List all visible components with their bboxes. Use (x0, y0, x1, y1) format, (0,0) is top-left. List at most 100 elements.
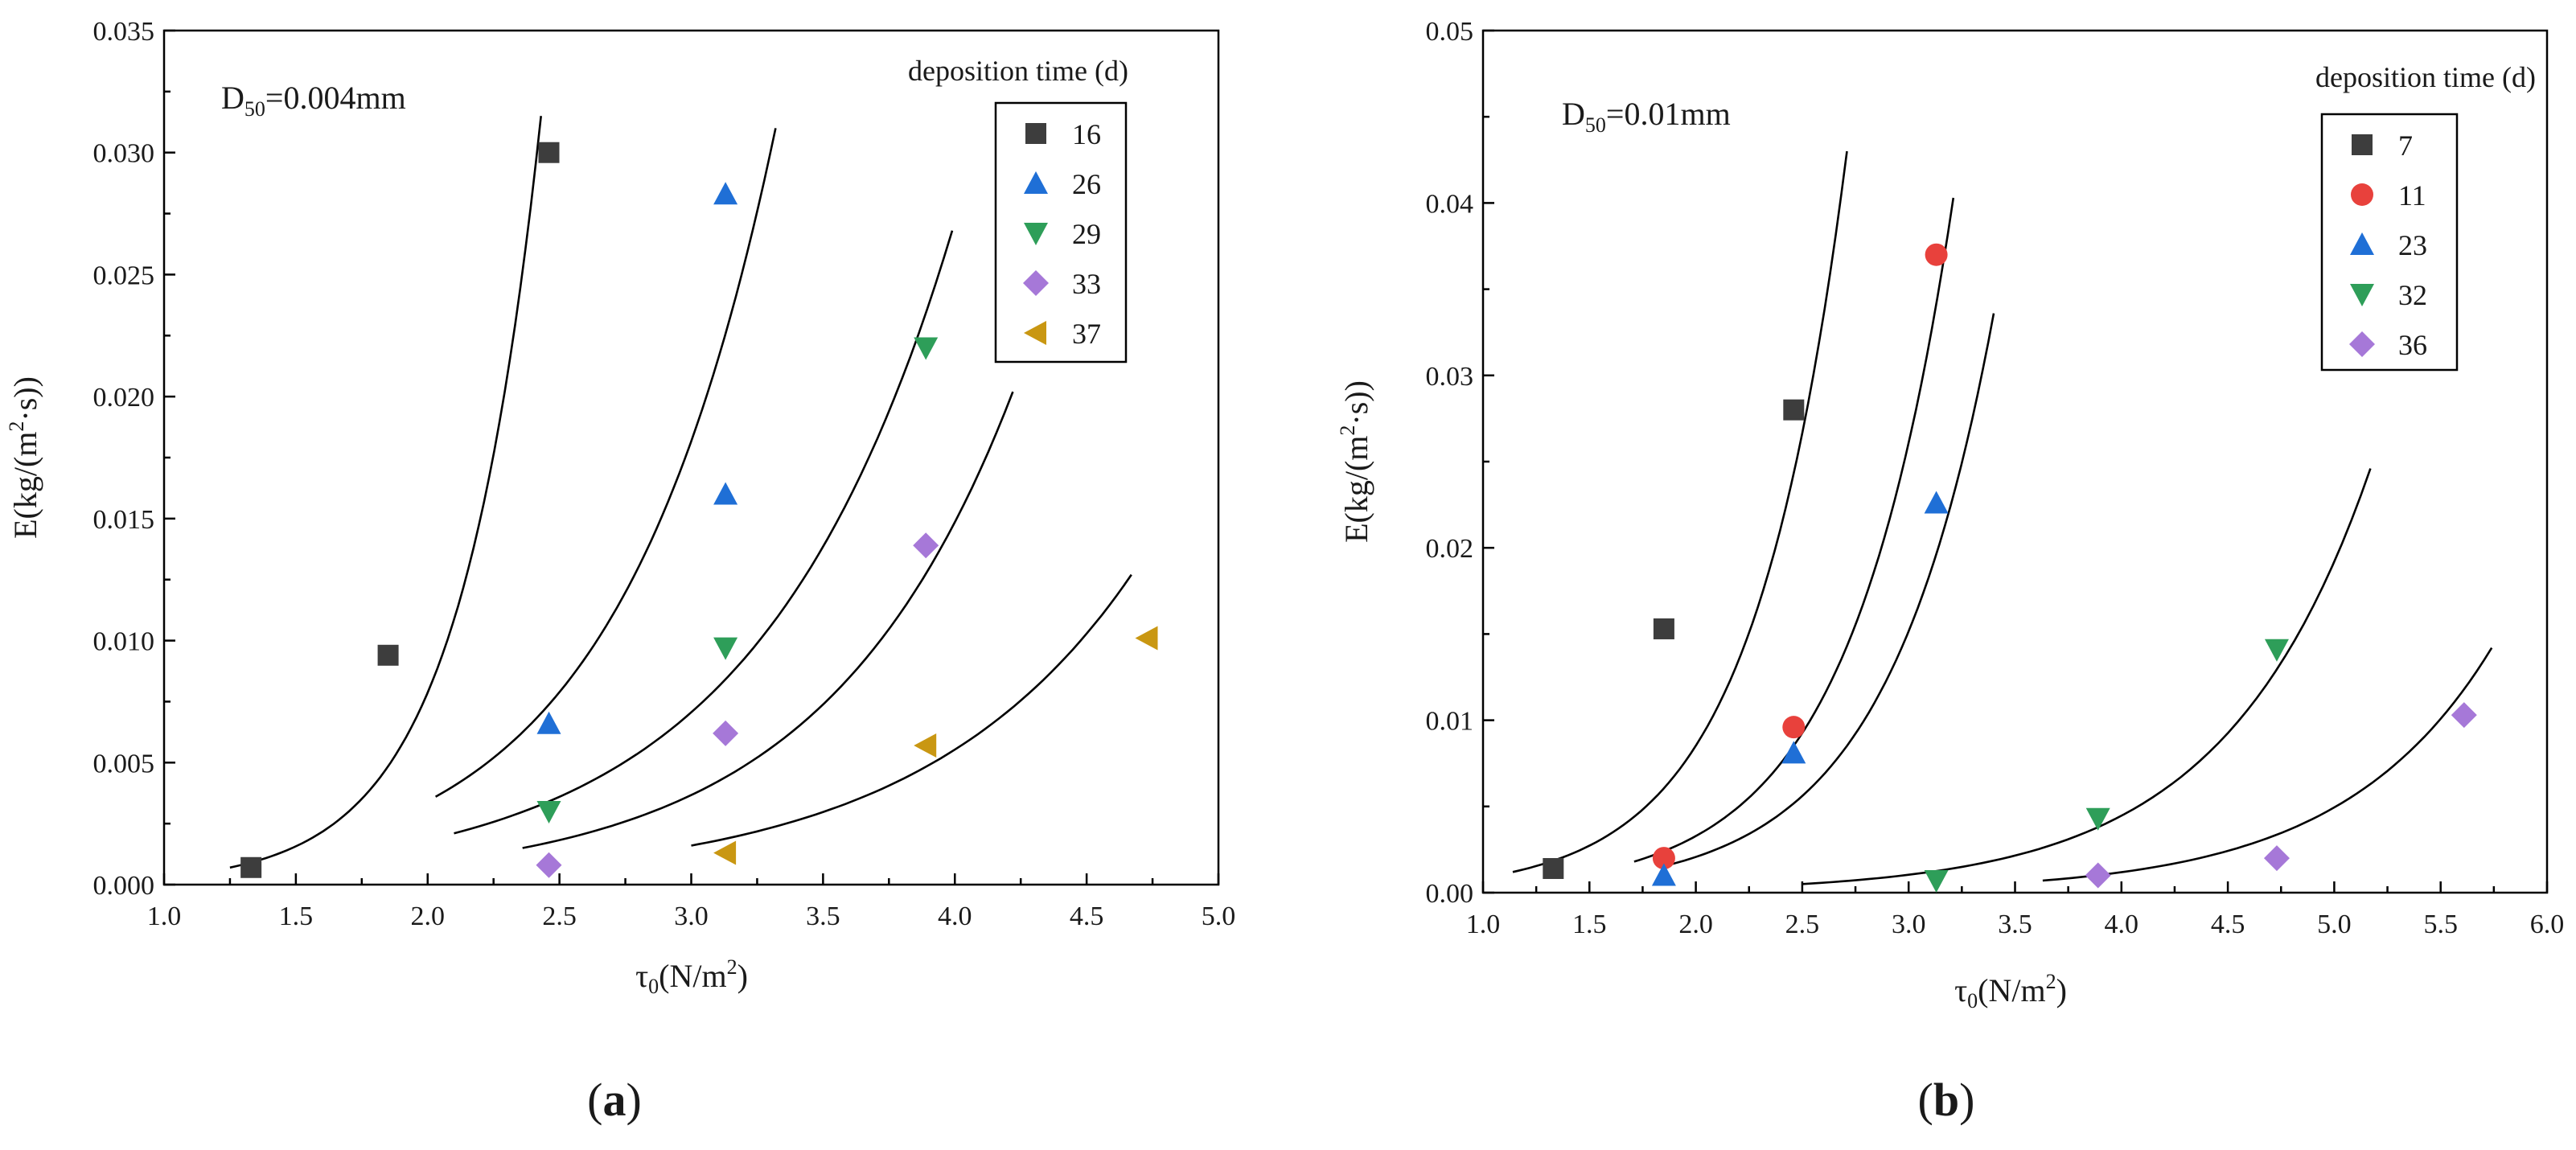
x-tick-label: 2.5 (542, 902, 577, 931)
panel-label-open: ( (1918, 1074, 1933, 1126)
data-point-7 (1543, 857, 1564, 879)
y-axis-label-sup: 2 (5, 421, 28, 432)
data-point-37 (914, 733, 937, 758)
data-point-16 (240, 856, 262, 878)
legend-marker-32 (2350, 284, 2374, 306)
x-tick-label: 1.0 (1466, 910, 1501, 939)
annotation-prefix: D (221, 80, 244, 116)
annotation-d50: D50=0.004mm (221, 80, 406, 121)
fit-curve-32 (1802, 468, 2372, 885)
legend-marker-37 (1024, 321, 1046, 345)
x-tick-label: 2.0 (411, 902, 446, 931)
legend-label-32: 32 (2398, 279, 2427, 311)
data-point-23 (1781, 741, 1806, 764)
data-point-32 (2085, 807, 2110, 831)
x-tick-label: 3.5 (1998, 910, 2032, 939)
legend-marker-26 (1024, 171, 1048, 194)
x-axis-label-sup: 2 (2046, 970, 2056, 993)
x-tick-label: 5.0 (1202, 902, 1236, 931)
y-tick-label: 0.05 (1426, 17, 1474, 47)
legend-marker-33 (1023, 270, 1049, 296)
panel-label-close: ) (1959, 1074, 1974, 1126)
x-tick-label: 3.5 (806, 902, 840, 931)
x-axis-label-main: τ (1954, 972, 1967, 1008)
annotation-prefix: D (1562, 96, 1585, 132)
data-point-33 (913, 532, 939, 559)
x-tick-label: 3.0 (1892, 910, 1926, 939)
legend-marker-23 (2350, 232, 2374, 255)
y-tick-label: 0.015 (93, 505, 155, 535)
y-axis-label: E(kg/(m2·s)) (1336, 380, 1374, 543)
fit-curve-16 (229, 116, 542, 869)
x-axis-label-end: ) (2056, 972, 2067, 1008)
panel-label-b: (b) (1918, 1074, 1975, 1126)
fit-curve-7 (1512, 150, 1848, 873)
y-tick-label: 0.035 (93, 17, 155, 47)
panel-label-close: ) (627, 1074, 642, 1126)
data-point-29 (536, 800, 561, 823)
legend-label-33: 33 (1072, 268, 1101, 300)
x-tick-label: 4.5 (2211, 910, 2245, 939)
legend-box (994, 101, 1128, 363)
x-axis-label-unit: (N/m (659, 958, 726, 994)
data-point-29 (713, 637, 738, 660)
data-point-23 (1924, 491, 1949, 514)
y-axis-label-main: E(kg/(m (1338, 436, 1374, 543)
panel-label-letter: a (603, 1074, 627, 1126)
chart-panel-b: 1.0 1.5 2.0 2.5 3.0 3.5 4.0 4.5 5.0 5.5 6.0 0.00 0.0… (1336, 17, 2564, 1126)
x-axis-label-end: ) (737, 958, 748, 994)
legend-title: deposition time (d) (2315, 61, 2536, 93)
data-point-26 (713, 482, 738, 505)
legend-marker-29 (1024, 223, 1048, 245)
data-point-11 (1925, 243, 1948, 266)
data-point-16 (377, 644, 399, 666)
y-tick-label: 0.005 (93, 749, 155, 778)
legend-marker-7 (2352, 134, 2373, 155)
x-axis-label-main: τ (635, 958, 648, 994)
data-point-16 (538, 142, 560, 163)
x-axis-label-sup: 2 (727, 955, 737, 979)
panel-label-letter: b (1933, 1074, 1959, 1126)
legend-label-36: 36 (2398, 329, 2427, 361)
annotation-value: =0.01mm (1606, 96, 1731, 132)
x-tick-label: 6.0 (2530, 910, 2565, 939)
data-point-37 (1135, 626, 1158, 651)
y-tick-label: 0.000 (93, 871, 155, 901)
data-point-36 (2263, 845, 2290, 872)
data-point-7 (1653, 618, 1674, 639)
data-point-11 (1782, 716, 1806, 739)
legend-box (2320, 113, 2459, 372)
x-tick-label: 1.5 (1572, 910, 1607, 939)
fit-curve-36 (2042, 647, 2493, 882)
fit-curve-37 (691, 573, 1132, 847)
data-point-26 (713, 182, 738, 205)
y-tick-label: 0.00 (1426, 879, 1474, 909)
legend-label-37: 37 (1072, 318, 1101, 350)
y-tick-label: 0.030 (93, 139, 155, 169)
legend-label-16: 16 (1072, 118, 1101, 150)
x-axis-label: τ0(N/m2) (635, 955, 748, 998)
x-tick-label: 4.5 (1070, 902, 1104, 931)
annotation-value: =0.004mm (265, 80, 406, 116)
y-tick-label: 0.010 (93, 627, 155, 657)
data-point-32 (1924, 869, 1949, 893)
annotation-d50: D50=0.01mm (1562, 96, 1731, 137)
fit-curve-23 (1667, 313, 1995, 866)
x-tick-label: 4.0 (2105, 910, 2139, 939)
x-axis-label-sub: 0 (1967, 989, 1978, 1012)
x-axis-label: τ0(N/m2) (1954, 970, 2067, 1012)
data-point-7 (1783, 399, 1805, 421)
data-point-32 (2264, 639, 2289, 662)
legend-label-11: 11 (2398, 179, 2426, 212)
fit-curve-26 (434, 128, 777, 798)
x-tick-label: 1.5 (279, 902, 314, 931)
data-point-36 (2451, 702, 2477, 729)
panel-label-a: (a) (587, 1074, 642, 1126)
y-tick-label: 0.03 (1426, 362, 1474, 392)
chart-panel-a: 1.0 1.5 2.0 2.5 3.0 3.5 4.0 4.5 5.0 0.000 0.005 0.0… (5, 17, 1235, 1126)
data-point-23 (1651, 863, 1676, 886)
legend-marker-36 (2349, 331, 2375, 357)
data-point-26 (536, 711, 561, 734)
x-axis-label-sub: 0 (648, 975, 659, 998)
